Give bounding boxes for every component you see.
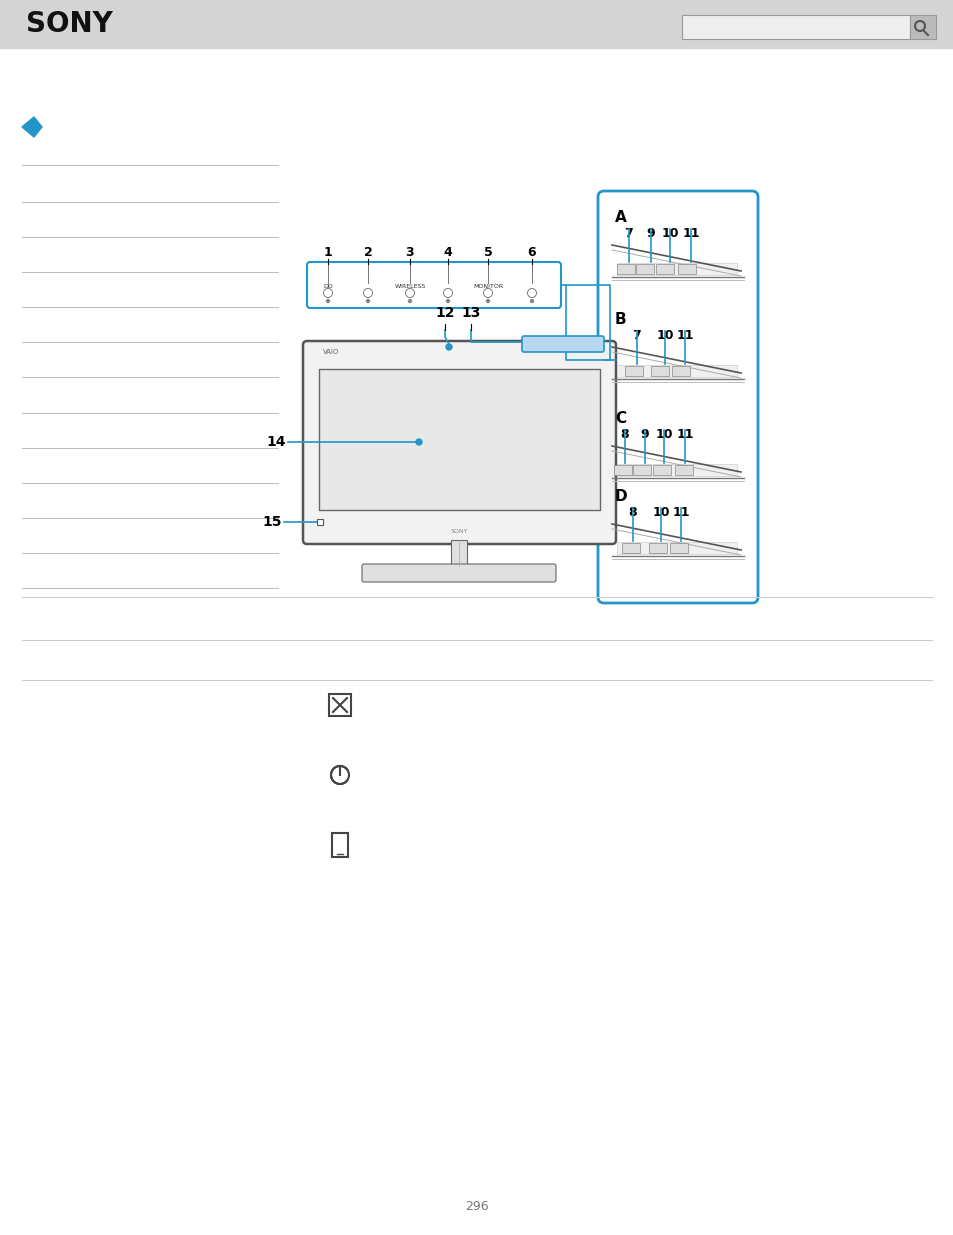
Text: C: C: [615, 411, 625, 426]
Text: 7: 7: [632, 329, 640, 342]
Circle shape: [446, 300, 449, 303]
FancyBboxPatch shape: [598, 191, 758, 603]
Text: A: A: [615, 210, 626, 225]
Text: 11: 11: [676, 329, 693, 342]
Text: MONITOR: MONITOR: [473, 284, 502, 289]
Text: 11: 11: [681, 227, 699, 240]
Bar: [617, 264, 635, 274]
Text: 4: 4: [443, 247, 452, 259]
Bar: [451, 540, 467, 566]
Bar: [318, 369, 599, 510]
Bar: [332, 832, 348, 857]
Text: WIRELESS: WIRELESS: [394, 284, 425, 289]
Circle shape: [331, 766, 349, 784]
Circle shape: [443, 289, 452, 298]
Text: 8: 8: [620, 429, 629, 441]
Circle shape: [363, 289, 372, 298]
Circle shape: [366, 300, 369, 303]
Text: 9: 9: [640, 429, 649, 441]
Bar: [617, 464, 737, 475]
FancyBboxPatch shape: [303, 341, 616, 543]
Bar: [669, 543, 687, 553]
Text: B: B: [615, 312, 626, 327]
Bar: [648, 543, 666, 553]
Text: 10: 10: [660, 227, 678, 240]
Text: D: D: [615, 489, 627, 504]
Bar: [675, 466, 692, 475]
Text: 10: 10: [656, 329, 673, 342]
Text: 8: 8: [628, 506, 637, 519]
FancyBboxPatch shape: [307, 262, 560, 308]
Text: 14: 14: [266, 435, 286, 450]
Text: 2: 2: [363, 247, 372, 259]
Bar: [636, 264, 654, 274]
Bar: [681, 15, 909, 40]
Text: 12: 12: [435, 306, 455, 320]
Polygon shape: [22, 117, 42, 137]
Circle shape: [323, 289, 333, 298]
FancyBboxPatch shape: [521, 336, 603, 352]
Text: 296: 296: [465, 1200, 488, 1213]
Bar: [633, 466, 650, 475]
Text: 1: 1: [323, 247, 332, 259]
Bar: [652, 466, 670, 475]
Text: 3: 3: [405, 247, 414, 259]
Text: 11: 11: [672, 506, 689, 519]
Circle shape: [326, 300, 329, 303]
Text: 13: 13: [461, 306, 480, 320]
Bar: [909, 15, 935, 40]
Text: SONY: SONY: [26, 10, 112, 38]
Bar: [678, 264, 696, 274]
Circle shape: [530, 300, 533, 303]
Circle shape: [405, 289, 414, 298]
Text: DD: DD: [323, 284, 333, 289]
Circle shape: [408, 300, 411, 303]
Text: 7: 7: [624, 227, 633, 240]
Bar: [329, 694, 351, 716]
Text: 5: 5: [483, 247, 492, 259]
Circle shape: [446, 345, 452, 350]
Bar: [617, 366, 737, 377]
Text: 9: 9: [646, 227, 655, 240]
Circle shape: [483, 289, 492, 298]
Circle shape: [527, 289, 536, 298]
Bar: [621, 543, 639, 553]
Text: 6: 6: [527, 247, 536, 259]
Bar: [617, 263, 737, 275]
Bar: [316, 519, 323, 525]
FancyBboxPatch shape: [361, 564, 556, 582]
Circle shape: [486, 300, 489, 303]
Text: SONY: SONY: [450, 529, 467, 534]
Text: 15: 15: [262, 515, 282, 529]
Text: 10: 10: [655, 429, 672, 441]
Bar: [656, 264, 673, 274]
Bar: [624, 366, 642, 375]
Circle shape: [416, 438, 421, 445]
Bar: [650, 366, 668, 375]
Text: 10: 10: [652, 506, 669, 519]
Text: 11: 11: [676, 429, 693, 441]
Text: VAIO: VAIO: [323, 350, 339, 354]
Bar: [0, 0, 953, 48]
Bar: [614, 466, 631, 475]
Bar: [671, 366, 689, 375]
Bar: [617, 542, 737, 555]
